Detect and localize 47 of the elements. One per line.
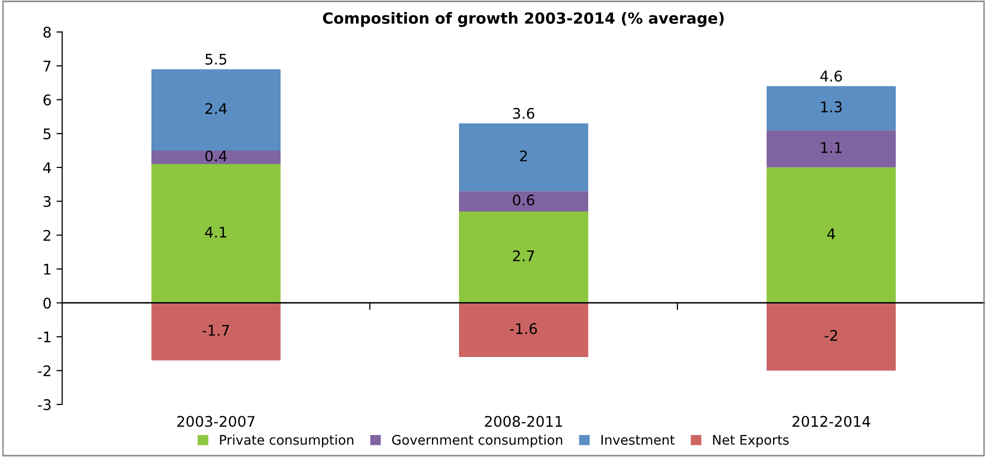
x-tick-label: 2008-2011 xyxy=(484,416,562,427)
data-label: -2 xyxy=(824,330,838,341)
data-label: 2 xyxy=(520,150,527,162)
bar xyxy=(766,130,896,168)
chart-title: Composition of growth 2003-2014 (% average) xyxy=(323,12,724,27)
data-label: 4.1 xyxy=(205,226,226,238)
bar xyxy=(151,150,281,164)
y-tick-label: 8 xyxy=(43,26,51,38)
bar xyxy=(459,123,588,192)
bar xyxy=(459,302,588,358)
y-tick-label: 6 xyxy=(44,94,51,106)
data-label: 0.6 xyxy=(512,194,534,206)
y-tick-label: 7 xyxy=(44,60,51,72)
legend-label: Government consumption xyxy=(392,434,562,448)
data-label: 2.7 xyxy=(513,250,534,262)
y-tick-label: 4 xyxy=(43,162,51,173)
x-tick-label: 2003-2007 xyxy=(177,416,254,427)
data-label: -1.7 xyxy=(202,325,229,336)
bar xyxy=(766,167,896,303)
y-tick-label: -1 xyxy=(38,332,50,342)
y-tick-label: -3 xyxy=(38,399,51,410)
x-tick-label: 2012-2014 xyxy=(792,416,870,427)
legend-label: Net Exports xyxy=(713,435,789,448)
bar xyxy=(459,191,588,212)
bar xyxy=(766,302,896,371)
bar xyxy=(459,211,588,303)
y-tick-label: -2 xyxy=(38,365,50,376)
legend-label: Investment xyxy=(602,435,675,445)
y-tick-label: 1 xyxy=(44,264,50,275)
legend-label: Private consumption xyxy=(220,434,354,448)
data-label: 2.4 xyxy=(205,103,227,114)
bar xyxy=(766,86,896,130)
data-label: 0.4 xyxy=(205,150,227,162)
y-tick-label: 2 xyxy=(44,230,50,241)
y-tick-label: 3 xyxy=(44,196,51,208)
y-tick-label: 5 xyxy=(44,128,50,140)
data-label: 4 xyxy=(827,228,836,240)
data-label: 1.3 xyxy=(821,101,842,112)
y-tick-label: 0 xyxy=(43,298,51,309)
annotation: 4.6 xyxy=(820,70,842,82)
data-label: -1.6 xyxy=(510,323,537,334)
data-label: 1.1 xyxy=(821,142,842,153)
annotation: 5.5 xyxy=(206,54,226,65)
annotation: 3.6 xyxy=(513,108,534,119)
bar xyxy=(151,164,281,303)
bar xyxy=(151,302,281,360)
bar xyxy=(151,69,281,150)
